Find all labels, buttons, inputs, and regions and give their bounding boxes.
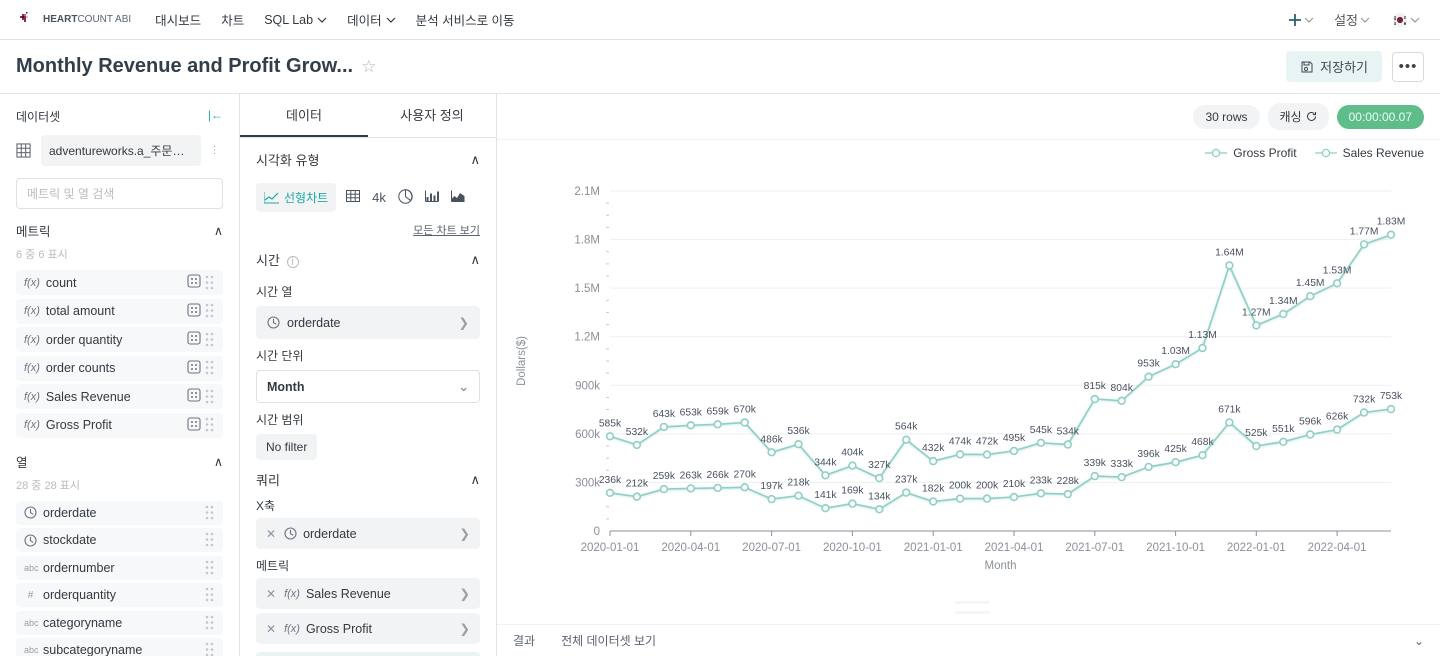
- svg-text:2.1M: 2.1M: [574, 186, 600, 198]
- svg-text:1.83M: 1.83M: [1377, 217, 1406, 228]
- svg-text:266k: 266k: [707, 470, 730, 481]
- svg-text:182k: 182k: [922, 484, 945, 495]
- svg-text:551k: 551k: [1272, 424, 1295, 435]
- svg-text:141k: 141k: [814, 490, 837, 501]
- svg-text:753k: 753k: [1380, 391, 1403, 402]
- svg-text:237k: 237k: [895, 475, 918, 486]
- svg-text:2020-04-01: 2020-04-01: [661, 542, 720, 554]
- svg-text:0: 0: [594, 526, 600, 538]
- svg-text:468k: 468k: [1191, 437, 1214, 448]
- svg-text:344k: 344k: [814, 457, 837, 468]
- svg-text:233k: 233k: [1030, 475, 1053, 486]
- svg-text:596k: 596k: [1299, 417, 1322, 428]
- svg-text:300k: 300k: [575, 477, 600, 489]
- svg-text:2021-01-01: 2021-01-01: [904, 542, 963, 554]
- svg-text:545k: 545k: [1030, 425, 1053, 436]
- svg-text:212k: 212k: [626, 479, 649, 490]
- svg-text:425k: 425k: [1164, 444, 1187, 455]
- svg-text:200k: 200k: [949, 481, 972, 492]
- svg-text:732k: 732k: [1353, 395, 1376, 406]
- svg-text:2021-07-01: 2021-07-01: [1065, 542, 1124, 554]
- svg-text:600k: 600k: [575, 429, 600, 441]
- svg-text:534k: 534k: [1057, 427, 1080, 438]
- svg-text:2021-04-01: 2021-04-01: [985, 542, 1044, 554]
- svg-text:200k: 200k: [976, 481, 999, 492]
- svg-text:626k: 626k: [1326, 412, 1349, 423]
- svg-text:2022-01-01: 2022-01-01: [1227, 542, 1286, 554]
- svg-text:900k: 900k: [575, 380, 600, 392]
- svg-text:270k: 270k: [734, 469, 757, 480]
- svg-text:2020-10-01: 2020-10-01: [823, 542, 882, 554]
- svg-text:197k: 197k: [760, 481, 783, 492]
- svg-text:659k: 659k: [707, 406, 730, 417]
- svg-text:218k: 218k: [787, 478, 810, 489]
- svg-text:134k: 134k: [868, 491, 891, 502]
- svg-text:2022-04-01: 2022-04-01: [1308, 542, 1367, 554]
- svg-text:1.34M: 1.34M: [1269, 296, 1298, 307]
- svg-text:1.8M: 1.8M: [574, 235, 600, 247]
- svg-text:653k: 653k: [680, 407, 703, 418]
- svg-text:1.27M: 1.27M: [1242, 307, 1271, 318]
- svg-text:1.77M: 1.77M: [1350, 226, 1379, 237]
- svg-text:432k: 432k: [922, 443, 945, 454]
- svg-text:339k: 339k: [1084, 458, 1107, 469]
- svg-text:259k: 259k: [653, 471, 676, 482]
- svg-text:169k: 169k: [841, 486, 864, 497]
- svg-text:1.45M: 1.45M: [1296, 278, 1325, 289]
- svg-text:1.03M: 1.03M: [1161, 346, 1190, 357]
- svg-text:671k: 671k: [1218, 404, 1241, 415]
- svg-text:2020-07-01: 2020-07-01: [742, 542, 801, 554]
- svg-text:333k: 333k: [1111, 459, 1134, 470]
- svg-text:1.13M: 1.13M: [1188, 330, 1217, 341]
- svg-text:564k: 564k: [895, 422, 918, 433]
- svg-text:210k: 210k: [1003, 479, 1026, 490]
- svg-text:1.53M: 1.53M: [1323, 265, 1352, 276]
- svg-text:1.5M: 1.5M: [574, 283, 600, 295]
- svg-text:396k: 396k: [1137, 449, 1160, 460]
- svg-text:472k: 472k: [976, 437, 999, 448]
- svg-text:1.64M: 1.64M: [1215, 248, 1244, 259]
- svg-text:474k: 474k: [949, 436, 972, 447]
- svg-text:815k: 815k: [1084, 381, 1107, 392]
- svg-text:236k: 236k: [599, 475, 622, 486]
- svg-text:2020-01-01: 2020-01-01: [581, 542, 640, 554]
- svg-text:263k: 263k: [680, 470, 703, 481]
- svg-text:536k: 536k: [787, 426, 810, 437]
- svg-text:Month: Month: [985, 560, 1017, 572]
- svg-text:2021-10-01: 2021-10-01: [1146, 542, 1205, 554]
- svg-text:1.2M: 1.2M: [574, 332, 600, 344]
- svg-text:495k: 495k: [1003, 433, 1026, 444]
- svg-text:486k: 486k: [760, 434, 783, 445]
- svg-text:525k: 525k: [1245, 428, 1268, 439]
- svg-text:670k: 670k: [734, 405, 757, 416]
- svg-text:532k: 532k: [626, 427, 649, 438]
- svg-text:404k: 404k: [841, 448, 864, 459]
- svg-text:804k: 804k: [1111, 383, 1134, 394]
- svg-text:Dollars($): Dollars($): [516, 336, 528, 386]
- svg-text:643k: 643k: [653, 409, 676, 420]
- svg-text:228k: 228k: [1057, 476, 1080, 487]
- svg-text:953k: 953k: [1137, 359, 1160, 370]
- svg-text:585k: 585k: [599, 418, 622, 429]
- svg-text:327k: 327k: [868, 460, 891, 471]
